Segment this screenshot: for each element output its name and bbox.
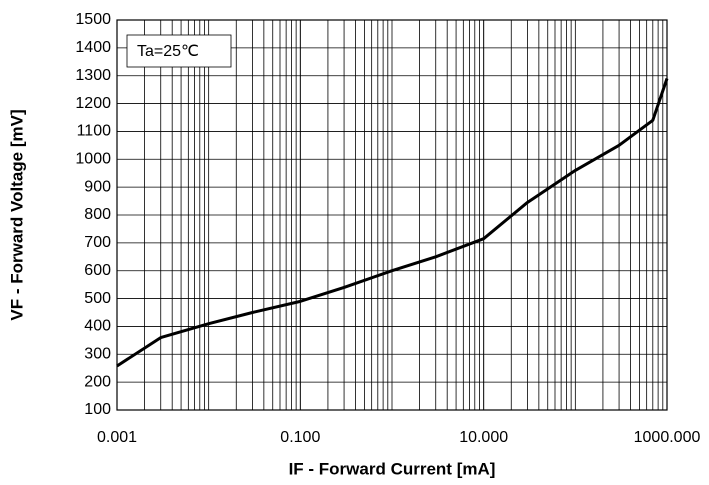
y-tick-label: 1300	[75, 67, 111, 84]
y-tick-label: 1100	[77, 123, 112, 140]
y-axis-label: VF - Forward Voltage [mV]	[7, 109, 26, 320]
y-tick-label: 500	[84, 290, 111, 307]
x-axis-label: IF - Forward Current [mA]	[289, 459, 496, 478]
data-line	[116, 78, 669, 368]
x-tick-label: 1000.000	[634, 429, 701, 446]
y-tick-label: 700	[84, 234, 111, 251]
y-tick-label: 400	[84, 318, 111, 335]
annotation-box	[126, 34, 232, 68]
y-tick-label: 800	[84, 206, 111, 223]
y-tick-label: 200	[84, 373, 111, 390]
y-tick-label: 900	[84, 178, 111, 195]
x-tick-label: 10.000	[459, 429, 508, 446]
y-tick-label: 1200	[75, 95, 111, 112]
plot-frame	[116, 19, 668, 411]
x-tick-label: 0.001	[97, 429, 137, 446]
y-tick-label: 1500	[75, 11, 111, 28]
annotation: Ta=25℃	[137, 43, 199, 60]
y-tick-label: 1000	[75, 151, 111, 168]
x-tick-label: 0.100	[280, 429, 320, 446]
y-tick-label: 1400	[75, 39, 111, 56]
y-tick-label: 300	[84, 346, 111, 363]
y-tick-label: 100	[84, 401, 111, 418]
y-tick-label: 600	[84, 262, 111, 279]
